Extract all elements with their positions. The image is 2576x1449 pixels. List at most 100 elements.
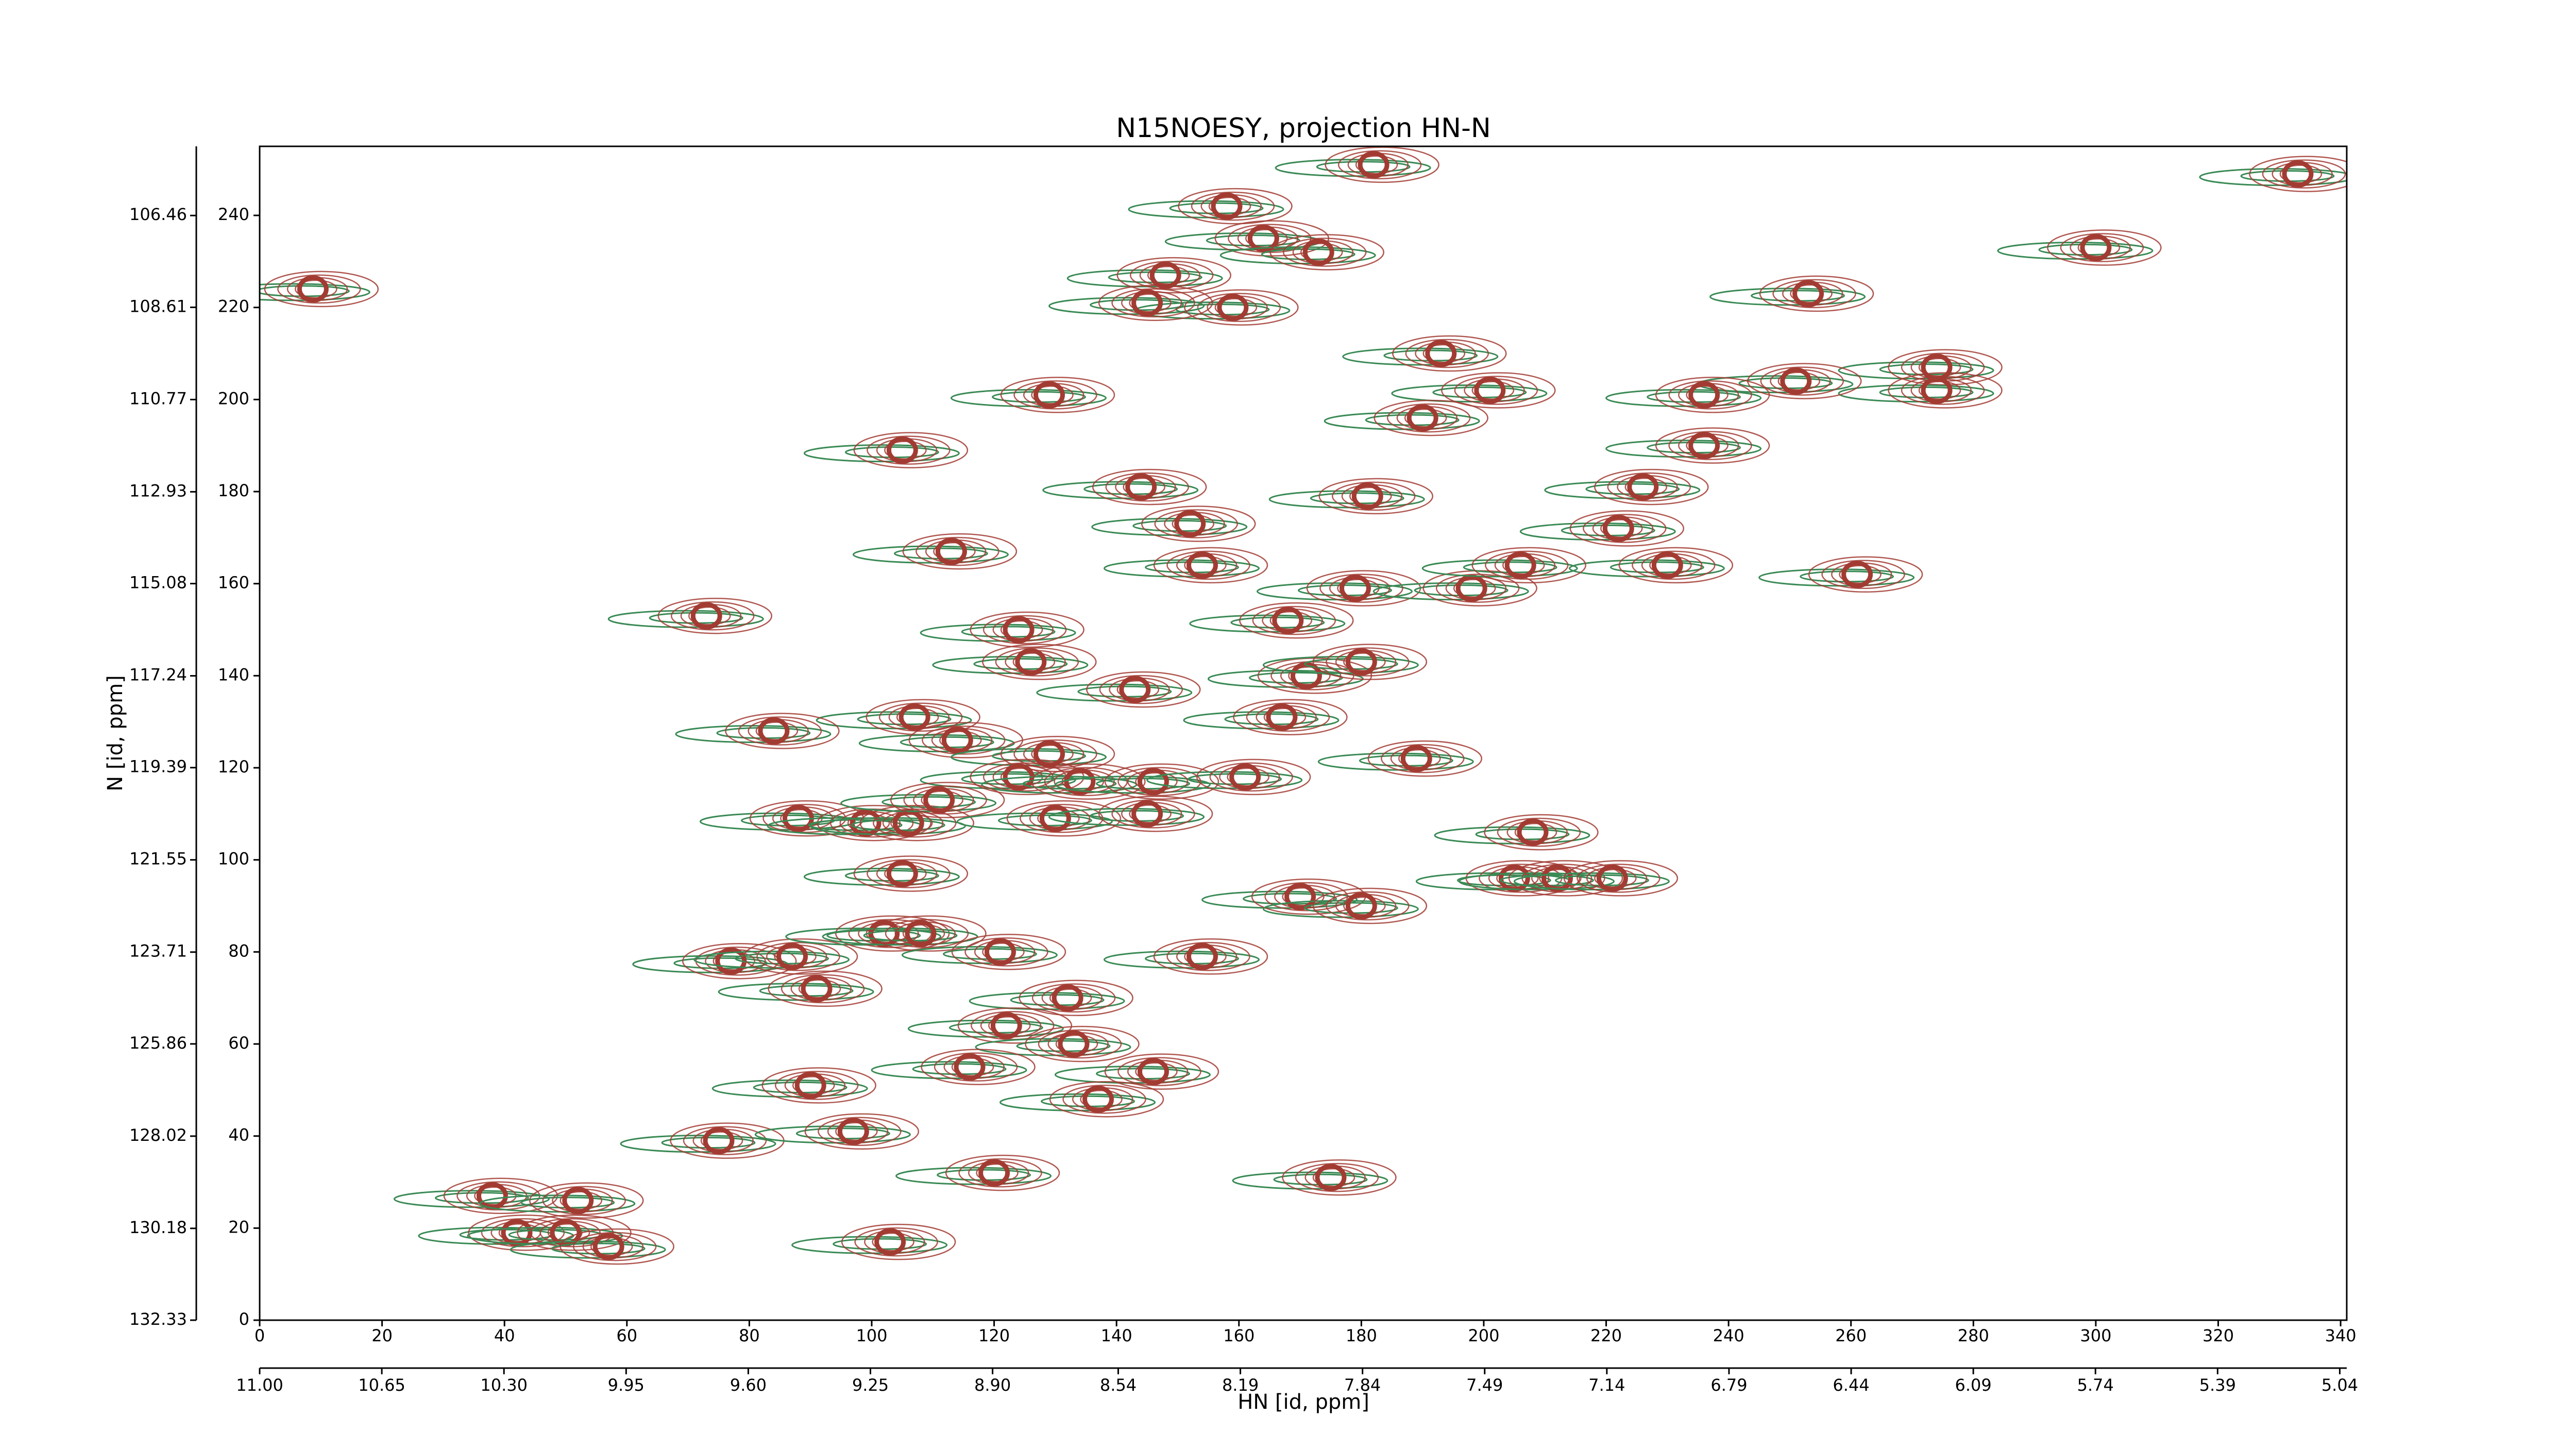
contour-ring: [1196, 759, 1311, 796]
y2-tick-label: 117.24: [129, 665, 187, 685]
x2-tick-label: 5.74: [2077, 1375, 2114, 1395]
contour-ring: [1396, 406, 1458, 430]
contour-ring: [2272, 162, 2333, 186]
negative-contour: [907, 1019, 1064, 1038]
contour-ring: [1292, 240, 1354, 264]
contour-ring: [529, 1182, 644, 1219]
contour-ring: [1678, 383, 1739, 407]
peak: [1651, 551, 1683, 579]
negative-contour: [1054, 1066, 1211, 1084]
y-tick-label: 160: [218, 573, 249, 593]
contour-ring: [1117, 767, 1201, 797]
peak: [501, 1219, 533, 1246]
negative-contour: [711, 1079, 868, 1098]
negative-contour: [822, 928, 978, 946]
contour-ring: [1023, 383, 1084, 407]
peak: [1780, 367, 1812, 395]
peak: [1003, 616, 1035, 644]
contour-ring: [1184, 289, 1299, 326]
peak: [1015, 648, 1047, 676]
negative-contour: [920, 624, 1076, 642]
contour-ring: [1044, 767, 1128, 797]
negative-contour: [1605, 440, 1762, 458]
contour-ring: [1331, 481, 1416, 511]
contour-ring: [1910, 378, 1972, 402]
contour-ring: [890, 782, 1005, 818]
contour-ring: [692, 1128, 754, 1153]
negative-contour: [718, 983, 874, 1001]
contour-ring: [1197, 293, 1281, 322]
contour-ring: [974, 940, 1036, 964]
y2-tick-label: 106.46: [129, 205, 187, 224]
negative-contour: [1066, 269, 1223, 288]
peak: [1688, 432, 1720, 460]
contour-ring: [1111, 799, 1195, 829]
peak: [1217, 294, 1249, 322]
contour-ring: [982, 615, 1067, 645]
contour-ring: [657, 597, 772, 634]
contour-ring: [1759, 275, 1874, 312]
negative-contour: [975, 1038, 1131, 1056]
contour-ring: [957, 1007, 1073, 1044]
negative-contour: [1232, 1171, 1388, 1190]
contour-ring: [1494, 553, 1556, 578]
contour-ring: [1129, 260, 1214, 290]
contour-ring: [1031, 763, 1146, 800]
y2-tick-label: 110.77: [129, 389, 187, 408]
x-tick-label: 180: [1346, 1326, 1377, 1345]
contour-ring: [1282, 1159, 1397, 1196]
x2-tick-label: 7.49: [1466, 1375, 1503, 1395]
contour-ring: [1209, 762, 1293, 792]
contour-ring: [943, 1055, 1005, 1079]
peak: [1504, 551, 1536, 579]
y2-tick-label: 130.18: [129, 1218, 187, 1237]
y-tick-label: 60: [228, 1033, 249, 1053]
negative-contour: [1183, 711, 1340, 730]
peak: [801, 975, 833, 1003]
contour-ring: [922, 726, 1006, 755]
peak: [1131, 800, 1163, 828]
peak: [758, 717, 790, 745]
peak: [954, 1053, 986, 1081]
peak: [550, 1219, 582, 1246]
contour-ring: [560, 1228, 674, 1265]
contour-ring: [774, 1071, 859, 1100]
contour-ring: [1772, 279, 1856, 309]
contour-ring: [1325, 146, 1439, 183]
contour-ring: [1386, 403, 1471, 433]
contour-ring: [1607, 472, 1691, 502]
contour-ring: [1121, 802, 1182, 826]
peak: [984, 938, 1016, 966]
contour-ring: [876, 862, 938, 886]
contour-ring: [958, 1158, 1042, 1188]
contour-ring: [1405, 339, 1489, 368]
peak: [874, 1228, 906, 1256]
peak: [1339, 575, 1371, 602]
contour-ring: [761, 1067, 876, 1104]
contour-ring: [1115, 475, 1176, 499]
contour-ring: [1200, 194, 1262, 218]
contour-ring: [867, 859, 951, 888]
contour-ring: [1326, 891, 1410, 921]
x-tick-label: 20: [371, 1326, 393, 1345]
contour-ring: [2070, 235, 2131, 260]
x-tick-label: 320: [2202, 1326, 2234, 1345]
contour-ring: [1219, 765, 1280, 789]
contour-ring: [1381, 744, 1465, 773]
negative-contour: [920, 771, 1076, 789]
contour-ring: [1116, 257, 1231, 294]
peak: [1400, 745, 1432, 772]
x-tick-label: 340: [2325, 1326, 2357, 1345]
contour-ring: [264, 271, 379, 308]
x2-tick-label: 11.00: [236, 1375, 283, 1395]
negative-contour: [1372, 582, 1529, 601]
negative-contour: [791, 1236, 948, 1254]
contour-ring: [848, 919, 932, 948]
y-tick-label: 80: [228, 941, 249, 961]
negative-contour: [1048, 807, 1205, 826]
y-tick-label: 120: [218, 757, 249, 777]
contour-ring: [1831, 562, 1892, 587]
contour-ring: [748, 719, 809, 743]
x-tick-label: 200: [1468, 1326, 1499, 1345]
